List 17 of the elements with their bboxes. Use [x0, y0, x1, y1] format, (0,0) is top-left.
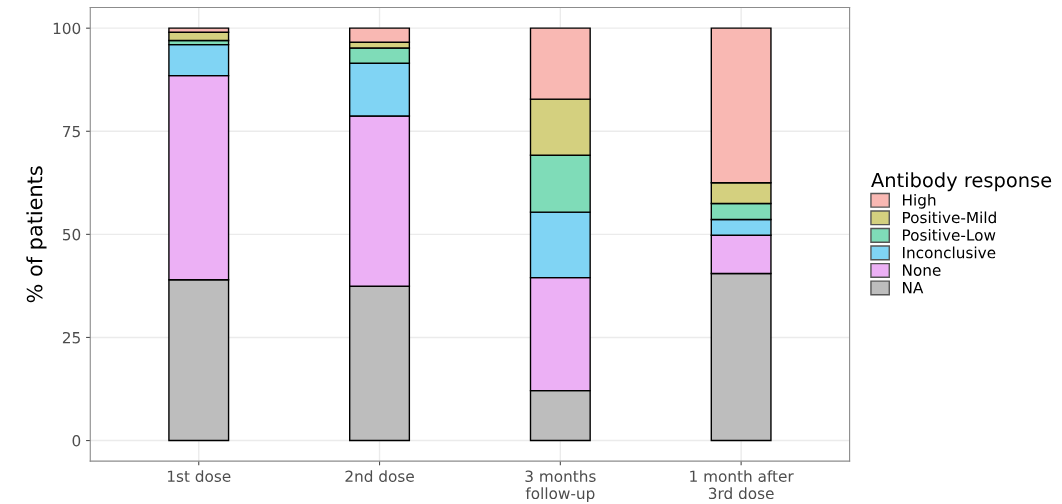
y-tick-label: 50: [62, 228, 81, 241]
legend-label: Positive-Low: [903, 228, 996, 241]
y-axis-title: % of patients: [26, 166, 47, 303]
legend-label: NA: [903, 282, 924, 294]
legend-label: Inconclusive: [903, 246, 996, 259]
legend-title: Antibody response: [871, 172, 1052, 192]
x-tick-label: 1st dose: [167, 470, 231, 483]
x-tick-label: 2nd dose: [345, 470, 414, 483]
legend-label: Positive-Mild: [903, 211, 996, 224]
y-tick-label: 25: [62, 331, 80, 344]
legend-label: High: [903, 193, 936, 209]
legend-label: None: [903, 264, 941, 276]
x-tick-label: 3 months follow-up: [525, 470, 596, 503]
y-tick-label: 100: [53, 22, 81, 35]
y-tick-label: 75: [63, 125, 80, 138]
y-tick-label: 0: [72, 435, 81, 447]
x-tick-label: 1 month after 3rd dose: [690, 470, 794, 500]
